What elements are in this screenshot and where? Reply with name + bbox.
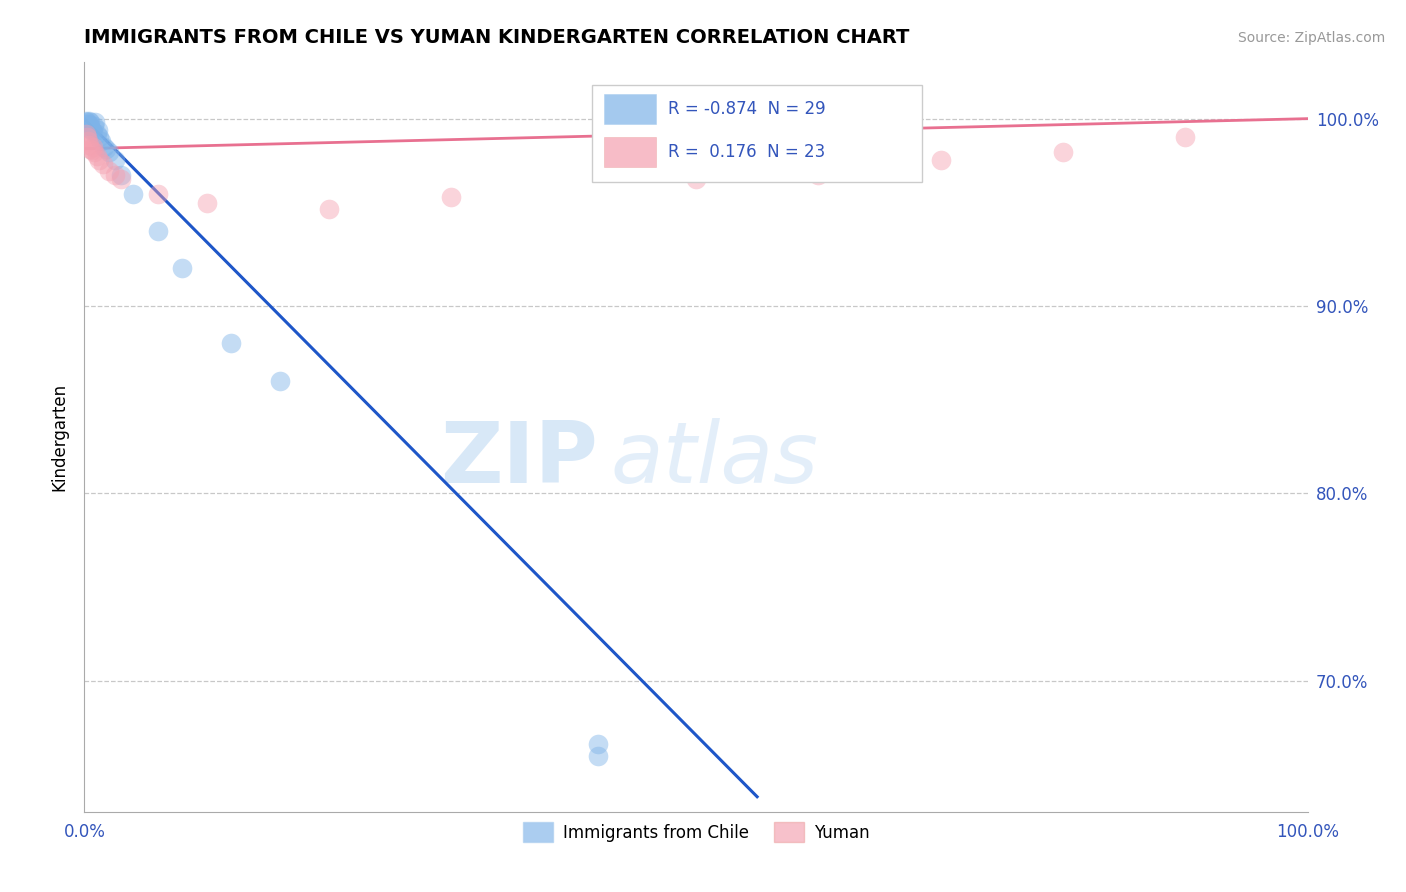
- Point: [75, 127, 97, 141]
- Point: [1174, 130, 1197, 145]
- Point: [76, 130, 98, 145]
- Point: [75, 113, 97, 128]
- Text: ZIP: ZIP: [440, 418, 598, 501]
- Point: [77, 120, 100, 135]
- Point: [97, 145, 120, 160]
- Point: [86, 127, 108, 141]
- Text: IMMIGRANTS FROM CHILE VS YUMAN KINDERGARTEN CORRELATION CHART: IMMIGRANTS FROM CHILE VS YUMAN KINDERGAR…: [84, 28, 910, 47]
- Point: [269, 374, 291, 388]
- Point: [146, 224, 169, 238]
- Point: [929, 153, 952, 167]
- Point: [90, 134, 112, 148]
- Point: [104, 153, 127, 167]
- Text: R =  0.176  N = 23: R = 0.176 N = 23: [668, 144, 825, 161]
- Point: [77, 119, 100, 133]
- Point: [79, 142, 101, 156]
- Point: [586, 748, 609, 763]
- Point: [79, 115, 101, 129]
- Point: [83, 119, 105, 133]
- Point: [77, 113, 100, 128]
- Y-axis label: Kindergarten: Kindergarten: [51, 383, 69, 491]
- Point: [91, 156, 114, 170]
- Point: [82, 125, 104, 139]
- Point: [685, 171, 707, 186]
- Point: [79, 119, 101, 133]
- Point: [80, 123, 103, 137]
- Point: [96, 142, 118, 156]
- Legend: Immigrants from Chile, Yuman: Immigrants from Chile, Yuman: [516, 816, 876, 848]
- Point: [172, 261, 194, 276]
- Point: [807, 168, 830, 182]
- Point: [77, 137, 100, 152]
- Point: [77, 117, 100, 131]
- Point: [1052, 145, 1074, 160]
- Point: [586, 737, 609, 751]
- Point: [83, 145, 105, 160]
- Point: [146, 186, 169, 201]
- FancyBboxPatch shape: [605, 94, 655, 124]
- Text: Source: ZipAtlas.com: Source: ZipAtlas.com: [1237, 31, 1385, 45]
- Point: [440, 190, 463, 204]
- Point: [93, 139, 115, 153]
- FancyBboxPatch shape: [605, 137, 655, 168]
- Point: [104, 168, 127, 182]
- Point: [76, 117, 98, 131]
- Point: [110, 168, 132, 182]
- Point: [82, 139, 104, 153]
- Point: [76, 115, 98, 129]
- Text: atlas: atlas: [610, 418, 818, 501]
- Point: [77, 134, 100, 148]
- FancyBboxPatch shape: [592, 85, 922, 182]
- Point: [84, 115, 107, 129]
- Point: [318, 202, 340, 216]
- Point: [195, 196, 218, 211]
- Point: [87, 153, 110, 167]
- Point: [219, 336, 242, 351]
- Text: R = -0.874  N = 29: R = -0.874 N = 29: [668, 100, 825, 118]
- Point: [97, 164, 120, 178]
- Point: [87, 130, 110, 145]
- Point: [87, 123, 110, 137]
- Point: [80, 144, 103, 158]
- Point: [110, 171, 132, 186]
- Point: [122, 186, 145, 201]
- Point: [86, 149, 108, 163]
